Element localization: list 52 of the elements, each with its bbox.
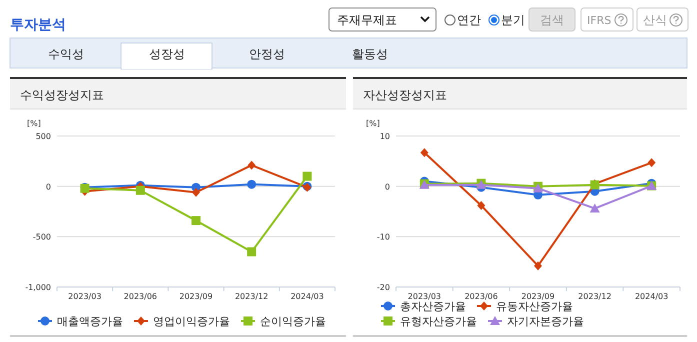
point bbox=[247, 247, 256, 256]
y-tick-label: -10 bbox=[376, 232, 390, 242]
legend-label: 유형자산증가율 bbox=[400, 315, 477, 328]
x-tick-label: 2023/06 bbox=[464, 292, 498, 301]
legend-label: 순이익증가율 bbox=[260, 315, 326, 328]
y-tick-label: 500 bbox=[36, 132, 51, 141]
point bbox=[192, 188, 200, 197]
legend-label: 총자산증가율 bbox=[400, 300, 466, 313]
point bbox=[136, 186, 145, 195]
point bbox=[477, 200, 486, 210]
x-tick-label: 2023/06 bbox=[124, 292, 158, 301]
y-tick-label: 0 bbox=[46, 182, 51, 192]
text: 연간 bbox=[457, 13, 481, 27]
y-tick-label: 10 bbox=[380, 132, 390, 141]
text: 수익성 bbox=[48, 47, 84, 61]
text: 검색 bbox=[540, 13, 564, 27]
text: 성장성 bbox=[149, 47, 185, 61]
legend-label: 유동자산증가율 bbox=[496, 300, 573, 313]
chart-title: 자산성장성지표 bbox=[363, 88, 447, 102]
y-tick-label: -1,000 bbox=[25, 283, 51, 292]
x-tick-label: 2023/03 bbox=[68, 292, 102, 301]
point bbox=[420, 148, 428, 158]
text: 분기 bbox=[501, 13, 525, 27]
text: 투자분석 bbox=[10, 17, 66, 33]
legend-label: 매출액증가율 bbox=[57, 315, 123, 328]
y-tick-label: -20 bbox=[376, 283, 390, 292]
point bbox=[648, 158, 656, 168]
x-tick-label: 2023/09 bbox=[521, 292, 555, 301]
text: 활동성 bbox=[352, 47, 388, 61]
text: 산식 bbox=[643, 13, 667, 27]
text: 안정성 bbox=[249, 47, 285, 61]
y-axis-title: [%] bbox=[27, 119, 41, 128]
point bbox=[534, 261, 542, 270]
x-tick-label: 2024/03 bbox=[634, 292, 668, 301]
legend-label: 자기자본증가율 bbox=[507, 315, 584, 328]
x-tick-label: 2023/03 bbox=[408, 292, 442, 301]
x-tick-label: 2023/12 bbox=[234, 292, 268, 301]
y-tick-label: 0 bbox=[384, 182, 390, 192]
chart-title: 수익성장성지표 bbox=[20, 88, 104, 102]
y-tick-label: -500 bbox=[32, 232, 51, 242]
point bbox=[247, 180, 256, 189]
x-tick-label: 2023/09 bbox=[179, 292, 213, 301]
x-tick-label: 2023/12 bbox=[578, 292, 612, 301]
point bbox=[248, 160, 256, 170]
point bbox=[590, 203, 600, 212]
x-tick-label: 2024/03 bbox=[290, 292, 324, 301]
text: IFRS bbox=[587, 14, 612, 27]
point bbox=[302, 172, 312, 181]
point bbox=[192, 216, 200, 226]
text: 주재무제표 bbox=[337, 13, 397, 27]
y-axis-title: [%] bbox=[366, 119, 380, 128]
legend-label: 영업이익증가율 bbox=[153, 315, 230, 328]
